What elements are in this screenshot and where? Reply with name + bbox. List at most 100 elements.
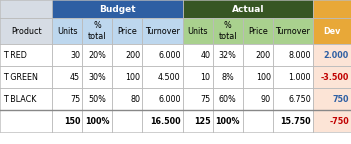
Bar: [0, 66, 52, 88]
Bar: [52, 66, 82, 88]
Bar: [0, 44, 52, 66]
Bar: [143, 18, 183, 44]
Text: 6.000: 6.000: [158, 51, 180, 59]
Text: Product: Product: [11, 26, 41, 36]
Bar: [82, 88, 112, 110]
Text: 60%: 60%: [219, 94, 237, 104]
Text: Turnover: Turnover: [276, 26, 310, 36]
Bar: [213, 44, 243, 66]
Text: Budget: Budget: [99, 4, 135, 14]
Text: 100: 100: [256, 72, 271, 82]
Bar: [143, 110, 183, 132]
Bar: [313, 110, 351, 132]
Text: 100%: 100%: [85, 116, 110, 126]
Text: 200: 200: [125, 51, 140, 59]
Bar: [52, 110, 82, 132]
Text: 6.750: 6.750: [288, 94, 311, 104]
Bar: [112, 88, 143, 110]
Text: 15.750: 15.750: [280, 116, 311, 126]
Bar: [273, 88, 313, 110]
Bar: [0, 18, 52, 44]
Text: 6.000: 6.000: [158, 94, 180, 104]
Text: -750: -750: [329, 116, 349, 126]
Bar: [313, 44, 351, 66]
Bar: [183, 18, 213, 44]
Text: Dev: Dev: [323, 26, 340, 36]
Bar: [183, 66, 213, 88]
Text: 32%: 32%: [219, 51, 237, 59]
Text: 125: 125: [194, 116, 211, 126]
Text: 30: 30: [70, 51, 80, 59]
Bar: [273, 18, 313, 44]
Bar: [183, 44, 213, 66]
Bar: [52, 88, 82, 110]
Text: 2.000: 2.000: [324, 51, 349, 59]
Text: T BLACK: T BLACK: [3, 94, 37, 104]
Bar: [0, 88, 52, 110]
Bar: [143, 44, 183, 66]
Bar: [82, 110, 112, 132]
Bar: [82, 66, 112, 88]
Text: %
total: % total: [88, 21, 106, 41]
Bar: [82, 18, 112, 44]
Bar: [112, 66, 143, 88]
Bar: [213, 110, 243, 132]
Text: Actual: Actual: [231, 4, 264, 14]
Bar: [243, 110, 273, 132]
Text: T GREEN: T GREEN: [3, 72, 38, 82]
Bar: [143, 66, 183, 88]
Text: 75: 75: [70, 94, 80, 104]
Bar: [213, 66, 243, 88]
Bar: [183, 110, 213, 132]
Text: 80: 80: [131, 94, 140, 104]
Bar: [183, 88, 213, 110]
Bar: [273, 66, 313, 88]
Bar: [112, 44, 143, 66]
Bar: [52, 44, 82, 66]
Text: 50%: 50%: [88, 94, 106, 104]
Text: 100%: 100%: [216, 116, 240, 126]
Bar: [143, 88, 183, 110]
Text: 8.000: 8.000: [289, 51, 311, 59]
Bar: [0, 110, 52, 132]
Bar: [243, 88, 273, 110]
Bar: [243, 44, 273, 66]
Bar: [112, 110, 143, 132]
Text: 10: 10: [201, 72, 211, 82]
Text: 40: 40: [201, 51, 211, 59]
Text: 8%: 8%: [221, 72, 234, 82]
Bar: [82, 44, 112, 66]
Bar: [213, 18, 243, 44]
Bar: [52, 18, 82, 44]
Text: 100: 100: [125, 72, 140, 82]
Text: 75: 75: [200, 94, 211, 104]
Text: 1.000: 1.000: [289, 72, 311, 82]
Bar: [313, 0, 351, 18]
Text: Units: Units: [57, 26, 78, 36]
Text: 200: 200: [256, 51, 271, 59]
Text: Turnover: Turnover: [145, 26, 180, 36]
Text: 750: 750: [332, 94, 349, 104]
Bar: [213, 88, 243, 110]
Text: 45: 45: [70, 72, 80, 82]
Bar: [273, 44, 313, 66]
Text: Price: Price: [118, 26, 137, 36]
Text: Units: Units: [187, 26, 208, 36]
Bar: [313, 88, 351, 110]
Text: Price: Price: [248, 26, 267, 36]
Bar: [243, 18, 273, 44]
Text: 150: 150: [64, 116, 80, 126]
Text: %
total: % total: [218, 21, 237, 41]
Bar: [243, 66, 273, 88]
Text: -3.500: -3.500: [320, 72, 349, 82]
Bar: [112, 18, 143, 44]
Text: T RED: T RED: [3, 51, 27, 59]
Bar: [313, 18, 351, 44]
Text: 20%: 20%: [88, 51, 106, 59]
Bar: [52, 0, 183, 18]
Bar: [183, 0, 313, 18]
Text: 30%: 30%: [88, 72, 106, 82]
Text: 16.500: 16.500: [150, 116, 180, 126]
Text: 4.500: 4.500: [158, 72, 180, 82]
Bar: [0, 0, 52, 18]
